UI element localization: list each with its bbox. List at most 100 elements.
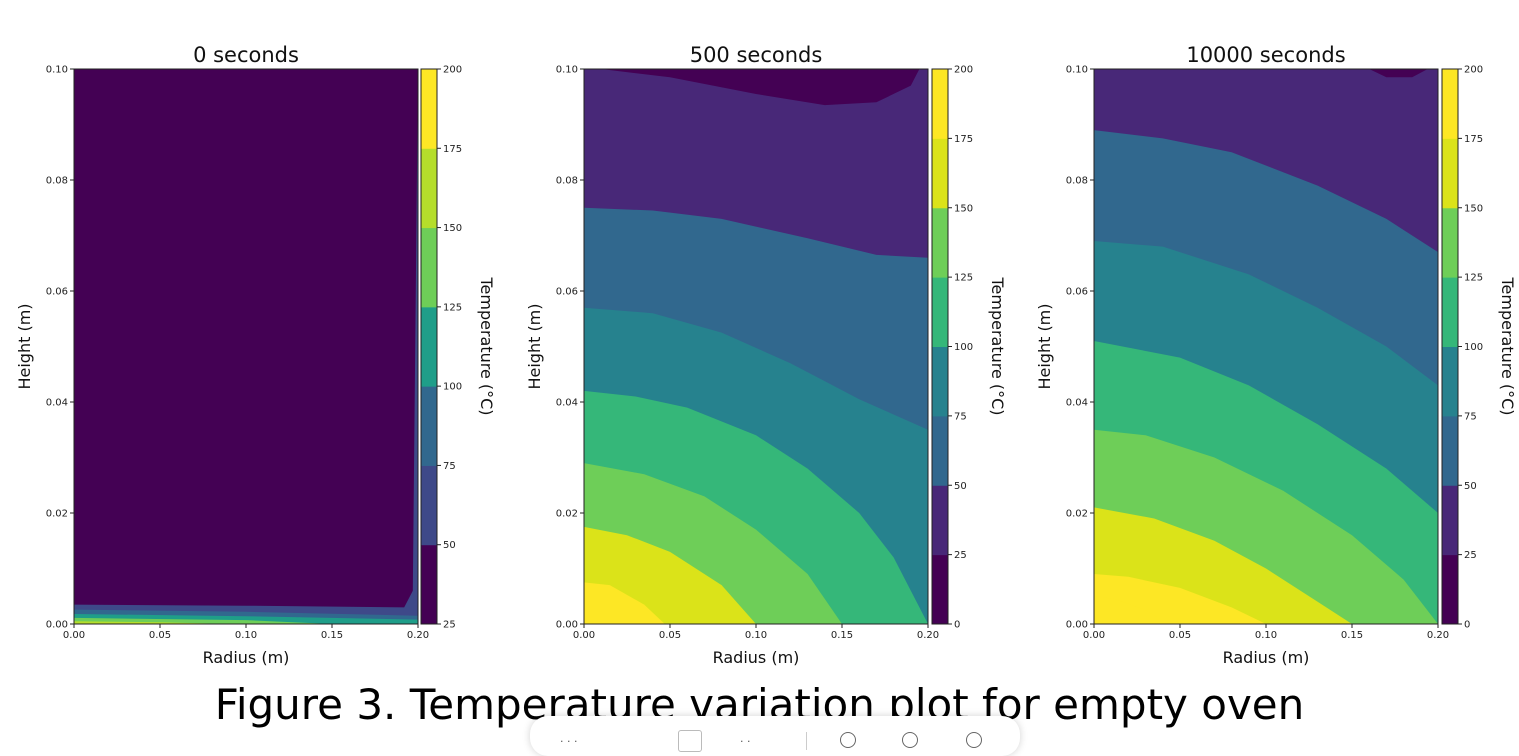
colorbar: 0 25 50 75 100 125 150 175 200 Temperature (°C) [1441, 65, 1517, 631]
y-axis-label: Height (m) [525, 303, 544, 389]
colorbar-tick-label: 175 [443, 144, 462, 155]
colorbar-band [421, 544, 437, 625]
colorbar-frame [420, 68, 438, 625]
x-tick-label: 0.00 [573, 630, 595, 641]
colorbar-band [932, 138, 948, 209]
colorbar: 0 25 50 75 100 125 150 175 200 Temperature (°C) [931, 65, 1007, 631]
colorbar-tick-label: 50 [1464, 481, 1477, 492]
y-tick-label: 0.08 [1066, 176, 1088, 187]
colorbar-tick-label: 0 [954, 620, 960, 631]
x-tick-label: 0.00 [63, 630, 85, 641]
colorbar-tick-label: 125 [443, 302, 462, 313]
colorbar-tick-label: 200 [443, 65, 462, 76]
y-tick-label: 0.00 [46, 620, 68, 631]
contour-region-0 [74, 69, 418, 624]
colorbar-tick-label: 150 [443, 223, 462, 234]
colorbar-tick-label: 75 [954, 411, 967, 422]
contour-region-5 [74, 621, 229, 624]
colorbar-tick-label: 0 [1464, 620, 1470, 631]
colorbar-band [421, 386, 437, 466]
colorbar-tick-label: 100 [954, 342, 973, 353]
colorbar-tick-label: 50 [443, 540, 456, 551]
fit-page-icon[interactable] [966, 732, 982, 748]
x-axis-label: Radius (m) [713, 648, 800, 667]
contour-panel-0: 0 seconds 0.00 0.05 0.10 0.15 0.20 0.00 0.02 0.0… [15, 43, 496, 667]
x-tick-label: 0.00 [1083, 630, 1105, 641]
x-tick-label: 0.05 [659, 630, 681, 641]
y-tick-label: 0.06 [46, 287, 68, 298]
colorbar-tick-label: 175 [1464, 134, 1483, 145]
zoom-in-icon[interactable] [840, 732, 856, 748]
contour-fills [74, 69, 418, 624]
colorbar-tick-label: 200 [954, 65, 973, 76]
x-tick-label: 0.10 [1255, 630, 1277, 641]
colorbar-tick-label: 125 [954, 273, 973, 284]
colorbar-band [932, 485, 948, 556]
x-axis-label: Radius (m) [203, 648, 290, 667]
colorbar-band [932, 69, 948, 139]
y-tick-label: 0.04 [1066, 398, 1088, 409]
colorbar-band [421, 148, 437, 229]
colorbar-band [932, 415, 948, 486]
x-tick-label: 0.05 [149, 630, 171, 641]
colorbar-band [1442, 346, 1458, 417]
colorbar-band [421, 306, 437, 387]
colorbar-label: Temperature (°C) [1498, 276, 1517, 415]
x-tick-label: 0.15 [321, 630, 343, 641]
y-tick-label: 0.00 [1066, 620, 1088, 631]
y-tick-label: 0.10 [1066, 65, 1088, 76]
colorbar-band [1442, 138, 1458, 209]
colorbar-tick-label: 75 [1464, 411, 1477, 422]
colorbar-tick-label: 75 [443, 461, 456, 472]
colorbar-tick-label: 100 [1464, 342, 1483, 353]
colorbar-band [421, 465, 437, 546]
x-tick-label: 0.15 [831, 630, 853, 641]
colorbar-band [1442, 485, 1458, 556]
colorbar-band [932, 207, 948, 278]
x-tick-label: 0.20 [1427, 630, 1449, 641]
y-tick-label: 0.08 [556, 176, 578, 187]
y-axis-label: Height (m) [1035, 303, 1054, 389]
x-axis-label: Radius (m) [1223, 648, 1310, 667]
y-tick-label: 0.08 [46, 176, 68, 187]
viewer-toolbar[interactable]: · · · · · [530, 716, 1020, 756]
colorbar-band [1442, 277, 1458, 347]
colorbar-tick-label: 50 [954, 481, 967, 492]
colorbar-label: Temperature (°C) [477, 276, 496, 415]
y-tick-label: 0.06 [556, 287, 578, 298]
colorbar-tick-label: 100 [443, 382, 462, 393]
colorbar-tick-label: 25 [1464, 550, 1477, 561]
colorbar-band [932, 277, 948, 347]
colorbar-band [1442, 207, 1458, 278]
y-tick-label: 0.04 [46, 398, 68, 409]
page-number-input[interactable] [678, 730, 702, 752]
x-tick-label: 0.05 [1169, 630, 1191, 641]
y-axis-label: Height (m) [15, 303, 34, 389]
page-count-text: · · [740, 735, 751, 748]
contour-panel-2: 10000 seconds 0.00 0.05 0.10 0.15 0.20 0.00 0.0… [1035, 43, 1517, 667]
colorbar-tick-label: 25 [954, 550, 967, 561]
colorbar-band [932, 346, 948, 417]
colorbar-band [1442, 69, 1458, 139]
toolbar-left-dots: · · · [560, 735, 578, 748]
colorbar-band [1442, 554, 1458, 625]
colorbar-band [421, 227, 437, 308]
contour-region-7 [584, 582, 665, 624]
y-tick-label: 0.00 [556, 620, 578, 631]
colorbar-label: Temperature (°C) [988, 276, 1007, 415]
colorbar-band [421, 69, 437, 149]
contour-fills [584, 69, 928, 624]
colorbar: 25 50 75 100 125 150 175 200 Temperature (°C) [420, 65, 496, 631]
colorbar-band [932, 554, 948, 625]
zoom-out-icon[interactable] [902, 732, 918, 748]
colorbar-tick-label: 150 [1464, 203, 1483, 214]
y-tick-label: 0.10 [46, 65, 68, 76]
x-tick-label: 0.15 [1341, 630, 1363, 641]
y-tick-label: 0.02 [46, 509, 68, 520]
y-tick-label: 0.02 [1066, 509, 1088, 520]
y-tick-label: 0.06 [1066, 287, 1088, 298]
y-tick-label: 0.02 [556, 509, 578, 520]
panel-title: 500 seconds [690, 43, 823, 67]
x-tick-label: 0.10 [745, 630, 767, 641]
contour-fills [1094, 69, 1438, 624]
